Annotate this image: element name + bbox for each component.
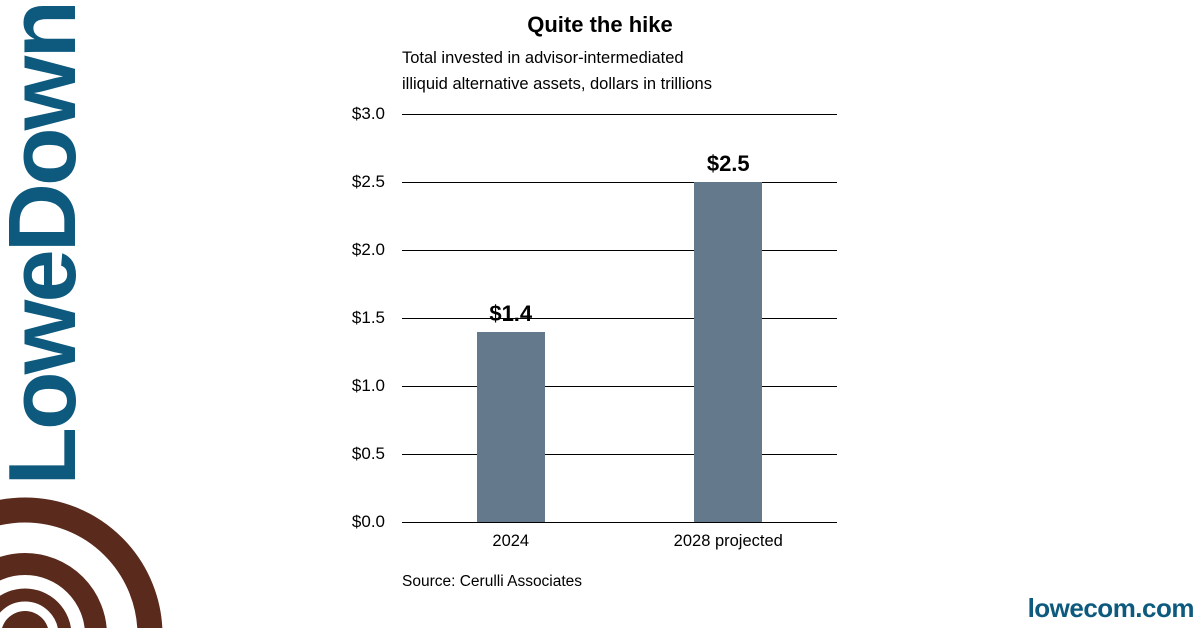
lowedown-logo-text: LoweDown (0, 2, 96, 486)
bar-chart-plot-area: $3.0 $2.5 $2.0 $1.5 $1.0 $0.5 $0.0 $1.4 2024 $2.5… (352, 104, 837, 550)
website-url: lowecom.com (1027, 593, 1195, 623)
source-note: Source: Cerulli Associates (402, 573, 583, 590)
y-tick-label: $3.0 (351, 104, 385, 123)
gridline (402, 385, 837, 387)
gridline (402, 113, 837, 115)
bar-value-label: $2.5 (706, 151, 750, 176)
chart-subtitle-line-1: Total invested in advisor-intermediated (402, 49, 684, 67)
gridline (402, 521, 837, 523)
chart-title: Quite the hike (527, 12, 673, 37)
chart-subtitle-line-2: illiquid alternative assets, dollars in … (402, 75, 712, 93)
gridline (402, 453, 837, 455)
bar-2024 (476, 331, 545, 522)
bar-2028-projected (694, 182, 763, 522)
y-tick-label: $0.5 (351, 444, 385, 463)
gridline (402, 249, 837, 251)
y-tick-label: $2.5 (351, 172, 385, 191)
x-axis-label: 2024 (492, 532, 530, 550)
gridline (402, 181, 837, 183)
x-axis-label: 2028 projected (673, 532, 783, 550)
y-tick-label: $1.0 (351, 376, 385, 395)
y-tick-label: $2.0 (351, 240, 385, 259)
gridline (402, 317, 837, 319)
y-tick-label: $0.0 (351, 512, 385, 531)
chart-header: Quite the hike Total invested in advisor… (350, 12, 850, 97)
y-tick-label: $1.5 (351, 308, 385, 327)
bar-value-label: $1.4 (489, 300, 533, 326)
lowedown-logo: LoweDown (0, 0, 96, 492)
radio-waves-icon (0, 497, 163, 628)
chart-subtitle: Total invested in advisor-intermediated … (402, 45, 850, 97)
